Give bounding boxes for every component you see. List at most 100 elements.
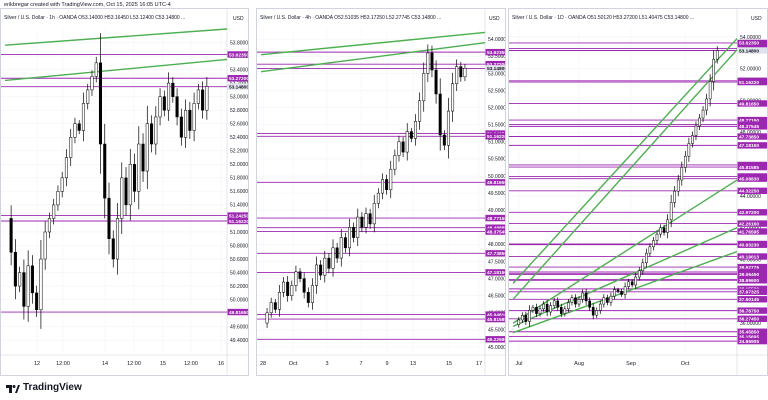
candle-body (538, 308, 542, 314)
candle-body (535, 307, 538, 314)
chart-canvas-1d[interactable]: 54.0000052.0000050.0000048.0000046.00000… (509, 9, 768, 376)
candle-body (556, 300, 560, 308)
candle-body (422, 73, 426, 102)
level-price-label: 51.16220 (739, 80, 759, 86)
level-price-tag (737, 116, 767, 124)
time-tick-label: Sep (626, 361, 636, 367)
level-price-label: 37.97325 (739, 290, 759, 296)
level-price-tag (485, 250, 505, 257)
chart-canvas-1h[interactable]: 53.8000053.6000053.4000053.2000053.00000… (1, 9, 249, 376)
time-tick-label: 15 (160, 361, 166, 367)
price-tick-label: 51.50000 (488, 123, 506, 129)
candle-body (120, 177, 124, 219)
candle-body (184, 109, 188, 138)
candle-body (9, 218, 13, 253)
level-price-label: 40.19013 (739, 254, 759, 260)
level-price-label: 53.62350 (487, 50, 506, 56)
candle-body (459, 66, 463, 78)
candle-body (107, 197, 111, 239)
candle-body (552, 300, 556, 306)
level-price-label: 41.76595 (739, 229, 759, 235)
level-price-tag (737, 47, 767, 54)
level-price-tag (737, 228, 767, 235)
time-tick-label: 3 (325, 361, 328, 367)
price-tick-label: 52.40000 (230, 135, 249, 141)
chart-canvas-4h[interactable]: 54.00000 53.50000 53.00000 52.50000 52.00000… (257, 9, 506, 376)
candle-body (405, 131, 409, 153)
level-price-label: 47.73850 (487, 251, 506, 257)
candle-body (630, 281, 634, 286)
price-tick-label: 50.50000 (488, 157, 506, 163)
level-price-tag (737, 253, 767, 260)
level-price-label: 53.14800 (487, 66, 506, 72)
candle-body (319, 264, 323, 276)
candle-body (294, 271, 298, 286)
candle-body (430, 52, 434, 71)
price-tick-label: 50.20000 (230, 284, 249, 290)
level-price-tag (227, 51, 248, 58)
candle-body (43, 231, 47, 260)
chart-panel-1h[interactable]: 53.8000053.6000053.4000053.2000053.00000… (0, 8, 249, 376)
candle-body (705, 98, 708, 111)
level-price-label: 39.06450 (739, 272, 759, 278)
chart-credit: erikbregar created with TradingView.com,… (4, 2, 171, 8)
candle-body (286, 281, 290, 296)
price-tick-label: 54.00000 (488, 37, 506, 43)
candle-body (426, 52, 430, 74)
candle-body (30, 265, 34, 294)
level-price-label: 47.18150 (487, 270, 506, 276)
candle-body (86, 89, 90, 104)
candle-body (192, 103, 196, 131)
level-price-tag (737, 78, 767, 86)
chart-panel-4h[interactable]: 54.00000 53.50000 53.00000 52.50000 52.00000… (256, 8, 506, 376)
price-tick-label: 52.20000 (230, 149, 249, 155)
time-tick-label: 14 (102, 361, 108, 367)
candle-body (609, 295, 613, 303)
symbol-legend: Silver / U.S. Dollar · 4h · OANDA O52.51… (260, 15, 442, 21)
candle-body (708, 81, 712, 100)
candle-body (356, 216, 360, 238)
price-tick-label: 53.80000 (230, 40, 249, 46)
price-tick-label: 52.00000 (740, 67, 761, 73)
footer-bar: TradingView (0, 376, 768, 400)
candle-body (397, 141, 401, 156)
candle-body (698, 117, 701, 127)
candle-body (124, 177, 128, 206)
level-price-tag (737, 271, 767, 278)
level-price-tag (485, 48, 505, 56)
candle-body (691, 135, 694, 144)
price-tick-label: 49.50000 (488, 191, 506, 197)
candle-body (360, 216, 364, 228)
candle-body (302, 278, 306, 293)
trendline (260, 41, 486, 73)
candle-body (315, 264, 319, 286)
price-tick-label: 51.40000 (230, 203, 249, 209)
candle-body (581, 292, 584, 300)
level-price-label: 35.15695 (739, 334, 759, 340)
candle-body (623, 286, 627, 295)
candle-body (56, 191, 60, 206)
candle-body (662, 227, 666, 233)
tradingview-logo[interactable]: TradingView (6, 382, 82, 393)
level-price-tag (485, 179, 505, 186)
candle-body (648, 246, 652, 254)
candle-body (150, 123, 154, 145)
candle-body (81, 103, 85, 131)
level-price-tag (485, 65, 505, 72)
price-tick-label: 53.50000 (488, 54, 506, 60)
chart-panel-1d[interactable]: 54.0000052.0000050.0000048.0000046.00000… (508, 8, 768, 376)
time-tick-label: 15 (446, 361, 452, 367)
candle-body (641, 262, 645, 271)
level-price-label: 36.78750 (739, 308, 759, 314)
level-price-label: 53.62350 (229, 52, 249, 58)
price-tick-label: 51.80000 (230, 176, 249, 182)
candle-body (167, 82, 171, 111)
level-price-tag (485, 315, 505, 323)
level-price-label: 49.81650 (739, 101, 759, 107)
candle-body (389, 168, 393, 190)
candle-body (401, 141, 405, 153)
candle-body (348, 227, 351, 249)
level-price-label: 51.24250 (229, 213, 249, 219)
level-price-label: 48.37545 (739, 124, 759, 130)
candle-body (715, 50, 719, 60)
